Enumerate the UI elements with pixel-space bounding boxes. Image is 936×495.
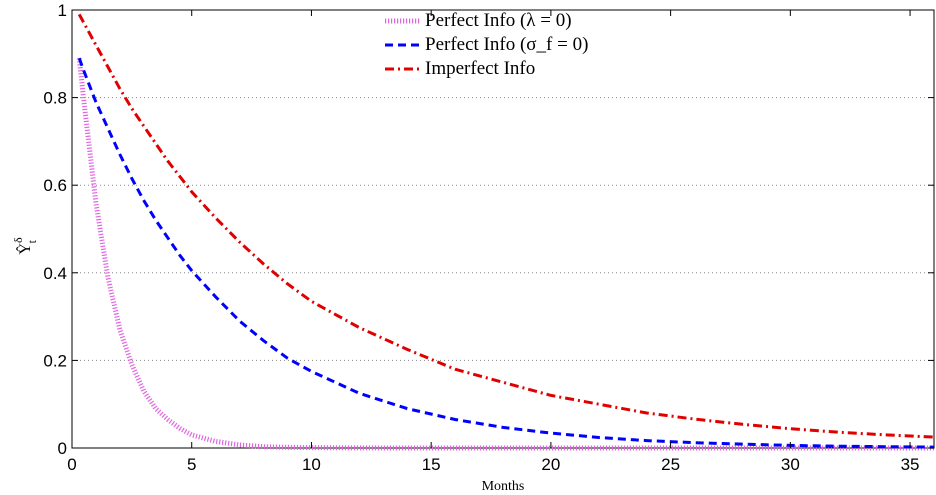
series-line-2 (77, 57, 935, 449)
legend-label-1: Perfect Info (λ = 0) (425, 10, 572, 31)
y-tick-label: 0.6 (43, 176, 67, 195)
y-axis-label-subscript: t (25, 239, 39, 243)
y-tick-label: 0.2 (43, 351, 67, 370)
y-tick-label: 0.4 (43, 264, 67, 283)
y-tick-label: 0.8 (43, 89, 67, 108)
y-axis-label-base: Ŷ (15, 243, 34, 255)
x-axis-label: Months (482, 479, 525, 494)
x-tick-label: 20 (541, 455, 560, 474)
x-tick-label: 25 (661, 455, 680, 474)
x-tick-label: 10 (302, 455, 321, 474)
y-tick-label: 0 (58, 439, 67, 458)
y-axis-label: Ŷδt (11, 237, 39, 255)
plot-area (71, 9, 935, 449)
x-tick-label: 30 (781, 455, 800, 474)
x-tick-label: 35 (901, 455, 920, 474)
x-tick-label: 5 (187, 455, 196, 474)
x-axis-ticks: 0 5 10 15 20 25 30 35 (67, 10, 920, 474)
y-axis-ticks: 0 0.2 0.4 0.6 0.8 1 (43, 1, 934, 458)
legend-label-2: Perfect Info (σ_f = 0) (425, 34, 588, 55)
legend-label-3: Imperfect Info (425, 58, 535, 79)
series-group (76, 13, 935, 451)
x-tick-label: 0 (67, 455, 76, 474)
series-line-3 (77, 13, 935, 439)
y-axis-label-superscript: δ (11, 237, 25, 243)
x-tick-label: 15 (422, 455, 441, 474)
legend: Perfect Info (λ = 0) Perfect Info (σ_f = … (385, 10, 588, 79)
y-tick-label: 1 (58, 1, 67, 20)
y-axis-label-group: Ŷδt (11, 237, 39, 255)
